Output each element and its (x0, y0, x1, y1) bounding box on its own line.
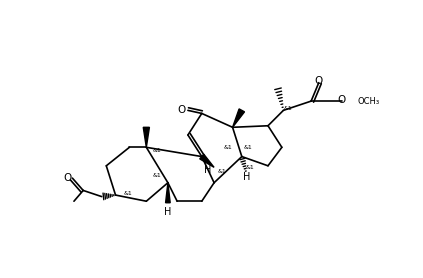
Text: O: O (315, 76, 323, 86)
Text: O: O (64, 173, 72, 183)
Text: OCH₃: OCH₃ (357, 97, 379, 106)
Text: &1: &1 (224, 145, 232, 150)
Text: O: O (338, 95, 346, 105)
Text: &1: &1 (244, 145, 253, 150)
Polygon shape (200, 154, 214, 167)
Text: &1: &1 (153, 173, 162, 178)
Polygon shape (165, 183, 170, 203)
Text: &1: &1 (284, 106, 292, 111)
Polygon shape (143, 127, 149, 147)
Text: O: O (178, 105, 186, 115)
Polygon shape (233, 109, 244, 127)
Text: &1: &1 (153, 148, 162, 153)
Text: H: H (243, 172, 250, 182)
Text: H: H (164, 207, 172, 217)
Text: H: H (204, 165, 212, 175)
Text: &1: &1 (124, 191, 132, 196)
Text: &1: &1 (217, 170, 226, 175)
Text: &1: &1 (245, 165, 254, 170)
